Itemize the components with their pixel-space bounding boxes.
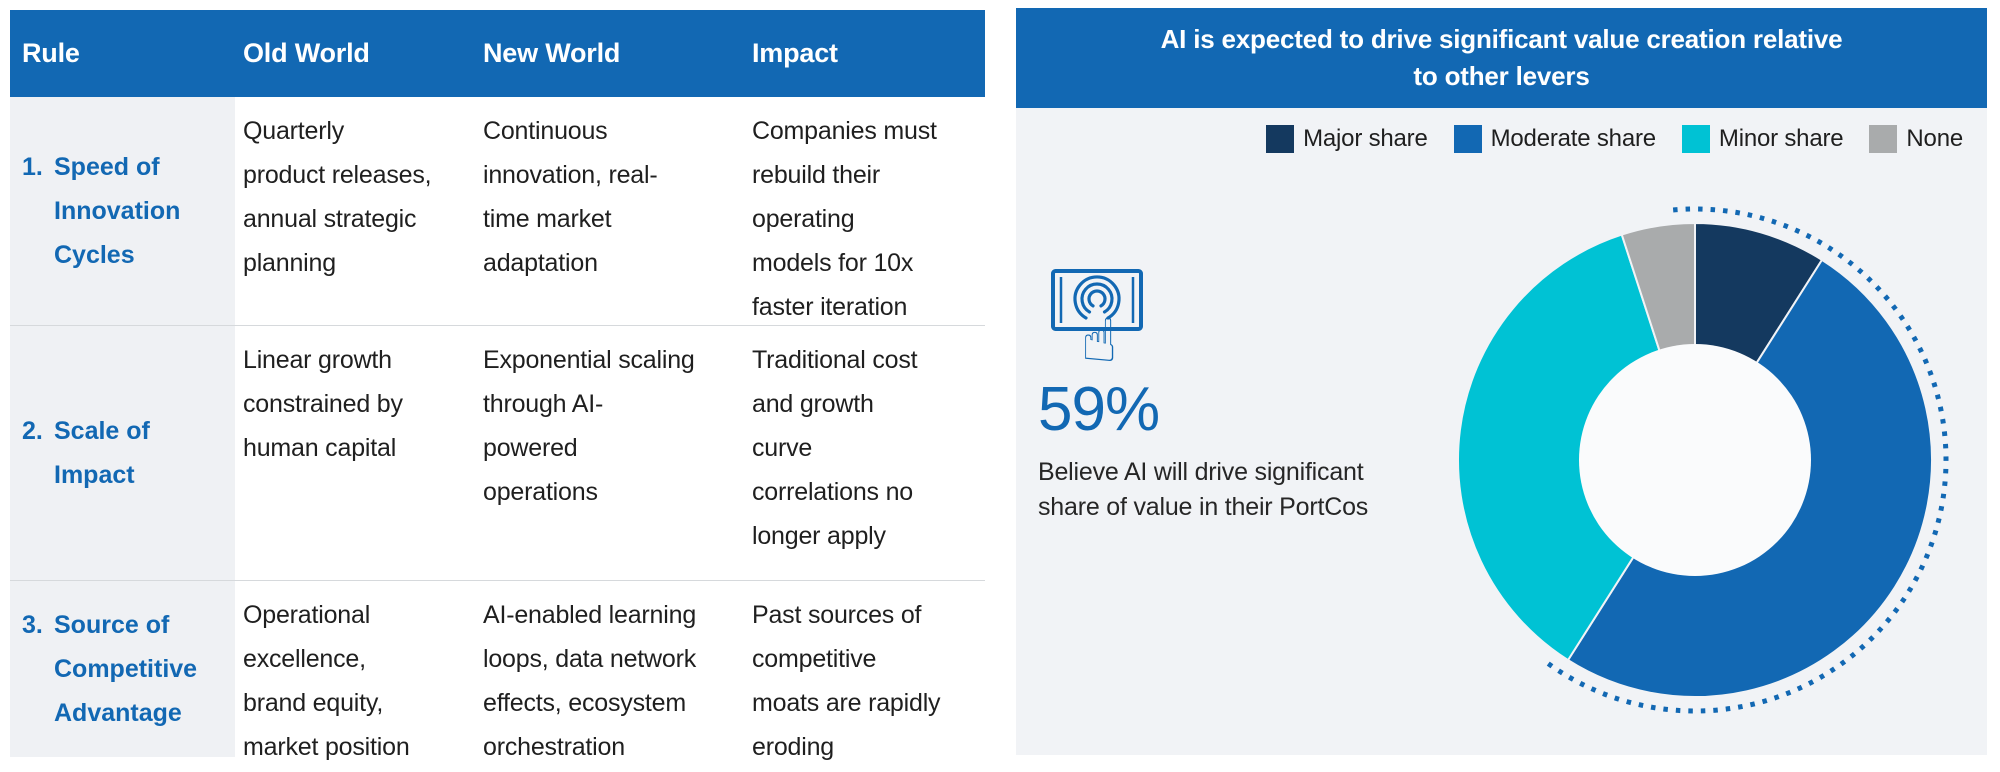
chart-legend: Major share Moderate share Minor share N… (1266, 125, 1963, 153)
legend-item-minor: Minor share (1681, 125, 1844, 153)
donut-hole (1579, 344, 1811, 576)
rule-number: 3. (22, 611, 43, 639)
stat-block: ☝ 59% Believe AI will drive significant … (1038, 266, 1378, 525)
impact-cell: Past sources of competitive moats are ra… (752, 601, 941, 761)
impact-cell: Traditional cost and growth curve correl… (752, 346, 918, 550)
ai-value-chart-panel: AI is expected to drive significant valu… (1016, 8, 1987, 755)
donut-chart (1435, 200, 1955, 720)
legend-swatch-none (1869, 125, 1898, 153)
column-header-impact: Impact (752, 38, 838, 68)
legend-item-moderate: Moderate share (1453, 125, 1656, 153)
legend-label: Minor share (1718, 125, 1844, 152)
old-world-cell: Linear growth constrained by human capit… (243, 346, 403, 462)
pointing-hand-icon: ☝ (1081, 306, 1118, 370)
old-world-cell: Operational excellence, brand equity, ma… (243, 601, 410, 761)
legend-item-none: None (1869, 125, 1963, 153)
legend-label: Major share (1303, 125, 1428, 152)
new-world-cell: Continuous innovation, real- time market… (483, 117, 658, 277)
table-row: 1. Speed of Innovation Cycles Quarterly … (10, 97, 985, 325)
legend-swatch-moderate (1453, 125, 1482, 153)
rule-title: Scale of Impact (54, 417, 150, 489)
rule-title: Speed of Innovation Cycles (54, 153, 181, 269)
table-row: 3. Source of Competitive Advantage Opera… (10, 580, 985, 761)
impact-cell: Companies must rebuild their operating m… (752, 117, 937, 321)
rule-number: 1. (22, 153, 43, 181)
legend-swatch-minor (1681, 125, 1710, 153)
touch-screen-icon: ☝ (1051, 269, 1143, 370)
column-header-rule: Rule (22, 38, 80, 68)
table-header-row: Rule Old World New World Impact (10, 10, 985, 97)
legend-label: Moderate share (1490, 125, 1656, 152)
legend-label: None (1906, 125, 1963, 152)
legend-item-major: Major share (1266, 125, 1428, 153)
new-world-cell: AI-enabled learning loops, data network … (483, 601, 697, 761)
dotted-highlight-arc (1541, 206, 1949, 714)
rule-title: Source of Competitive Advantage (54, 611, 198, 727)
rules-table: Rule Old World New World Impact 1. Speed… (10, 10, 985, 761)
legend-swatch-major (1266, 125, 1295, 153)
rule-cell: 1. Speed of Innovation Cycles (10, 97, 235, 325)
column-header-old-world: Old World (243, 38, 370, 68)
panel-title: AI is expected to drive significant valu… (1160, 24, 1843, 91)
panel-header: AI is expected to drive significant valu… (1016, 8, 1987, 108)
rule-cell: 2. Scale of Impact (10, 326, 235, 580)
rule-number: 2. (22, 417, 43, 445)
stat-value: 59% (1038, 375, 1160, 444)
column-header-new-world: New World (483, 38, 621, 68)
donut-segment-minor-share (1457, 233, 1697, 662)
new-world-cell: Exponential scaling through AI- powered … (483, 346, 695, 506)
old-world-cell: Quarterly product releases, annual strat… (243, 117, 432, 277)
stat-caption: Believe AI will drive significant share … (1038, 458, 1369, 521)
rule-cell: 3. Source of Competitive Advantage (10, 581, 235, 757)
table-row: 2. Scale of Impact Linear growth constra… (10, 325, 985, 580)
